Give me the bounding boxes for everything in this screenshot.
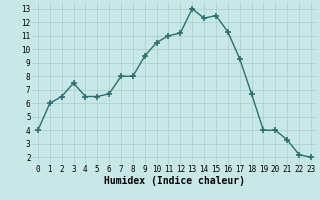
X-axis label: Humidex (Indice chaleur): Humidex (Indice chaleur)	[104, 176, 245, 186]
